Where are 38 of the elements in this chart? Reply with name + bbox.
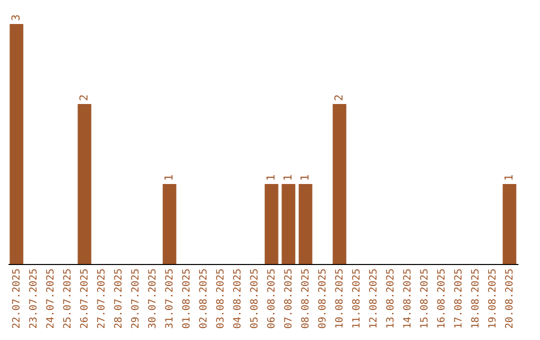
x-tick-label: 27.07.2025 bbox=[96, 268, 108, 329]
x-tick-label: 19.08.2025 bbox=[488, 268, 498, 329]
x-tick-label: 12.08.2025 bbox=[368, 268, 380, 329]
x-tick-label: 05.08.2025 bbox=[250, 268, 260, 329]
x-tick-label: 11.08.2025 bbox=[352, 268, 362, 329]
x-tick-label: 24.07.2025 bbox=[46, 268, 56, 329]
x-tick-label: 13.08.2025 bbox=[386, 268, 396, 329]
x-tick-label: 17.08.2025 bbox=[454, 268, 464, 329]
x-tick-label: 07.08.2025 bbox=[284, 268, 294, 329]
x-tick-label: 20.08.2025 bbox=[504, 268, 516, 329]
x-tick-label: 22.07.2025 bbox=[12, 268, 22, 329]
data-label: 3 bbox=[10, 14, 22, 21]
x-tick-label: 08.08.2025 bbox=[300, 268, 312, 329]
data-label: 2 bbox=[78, 94, 90, 101]
x-tick-label: 16.08.2025 bbox=[436, 268, 448, 329]
data-label: 1 bbox=[264, 174, 278, 181]
x-tick-label: 09.08.2025 bbox=[318, 268, 328, 329]
x-tick-label: 29.07.2025 bbox=[130, 268, 142, 329]
x-tick-label: 30.07.2025 bbox=[148, 268, 158, 329]
data-label: 1 bbox=[162, 174, 176, 181]
x-tick-label: 25.07.2025 bbox=[62, 268, 74, 329]
x-tick-label: 26.07.2025 bbox=[80, 268, 90, 329]
x-tick-label: 15.08.2025 bbox=[420, 268, 430, 329]
x-tick-label: 02.08.2025 bbox=[198, 268, 210, 329]
x-tick-label: 06.08.2025 bbox=[266, 268, 278, 329]
x-tick-label: 04.08.2025 bbox=[232, 268, 244, 329]
x-tick-label: 18.08.2025 bbox=[470, 268, 482, 329]
x-tick-label: 23.07.2025 bbox=[28, 268, 40, 329]
data-label: 1 bbox=[502, 174, 516, 181]
x-tick-label: 31.07.2025 bbox=[164, 268, 176, 329]
data-label: 1 bbox=[282, 174, 294, 181]
data-label: 1 bbox=[298, 174, 312, 181]
x-tick-label: 28.07.2025 bbox=[114, 268, 124, 329]
x-tick-label: 14.08.2025 bbox=[402, 268, 414, 329]
x-tick-label: 01.08.2025 bbox=[182, 268, 192, 329]
x-tick-label: 03.08.2025 bbox=[216, 268, 226, 329]
data-label: 2 bbox=[332, 94, 346, 101]
x-tick-label: 10.08.2025 bbox=[334, 268, 346, 329]
